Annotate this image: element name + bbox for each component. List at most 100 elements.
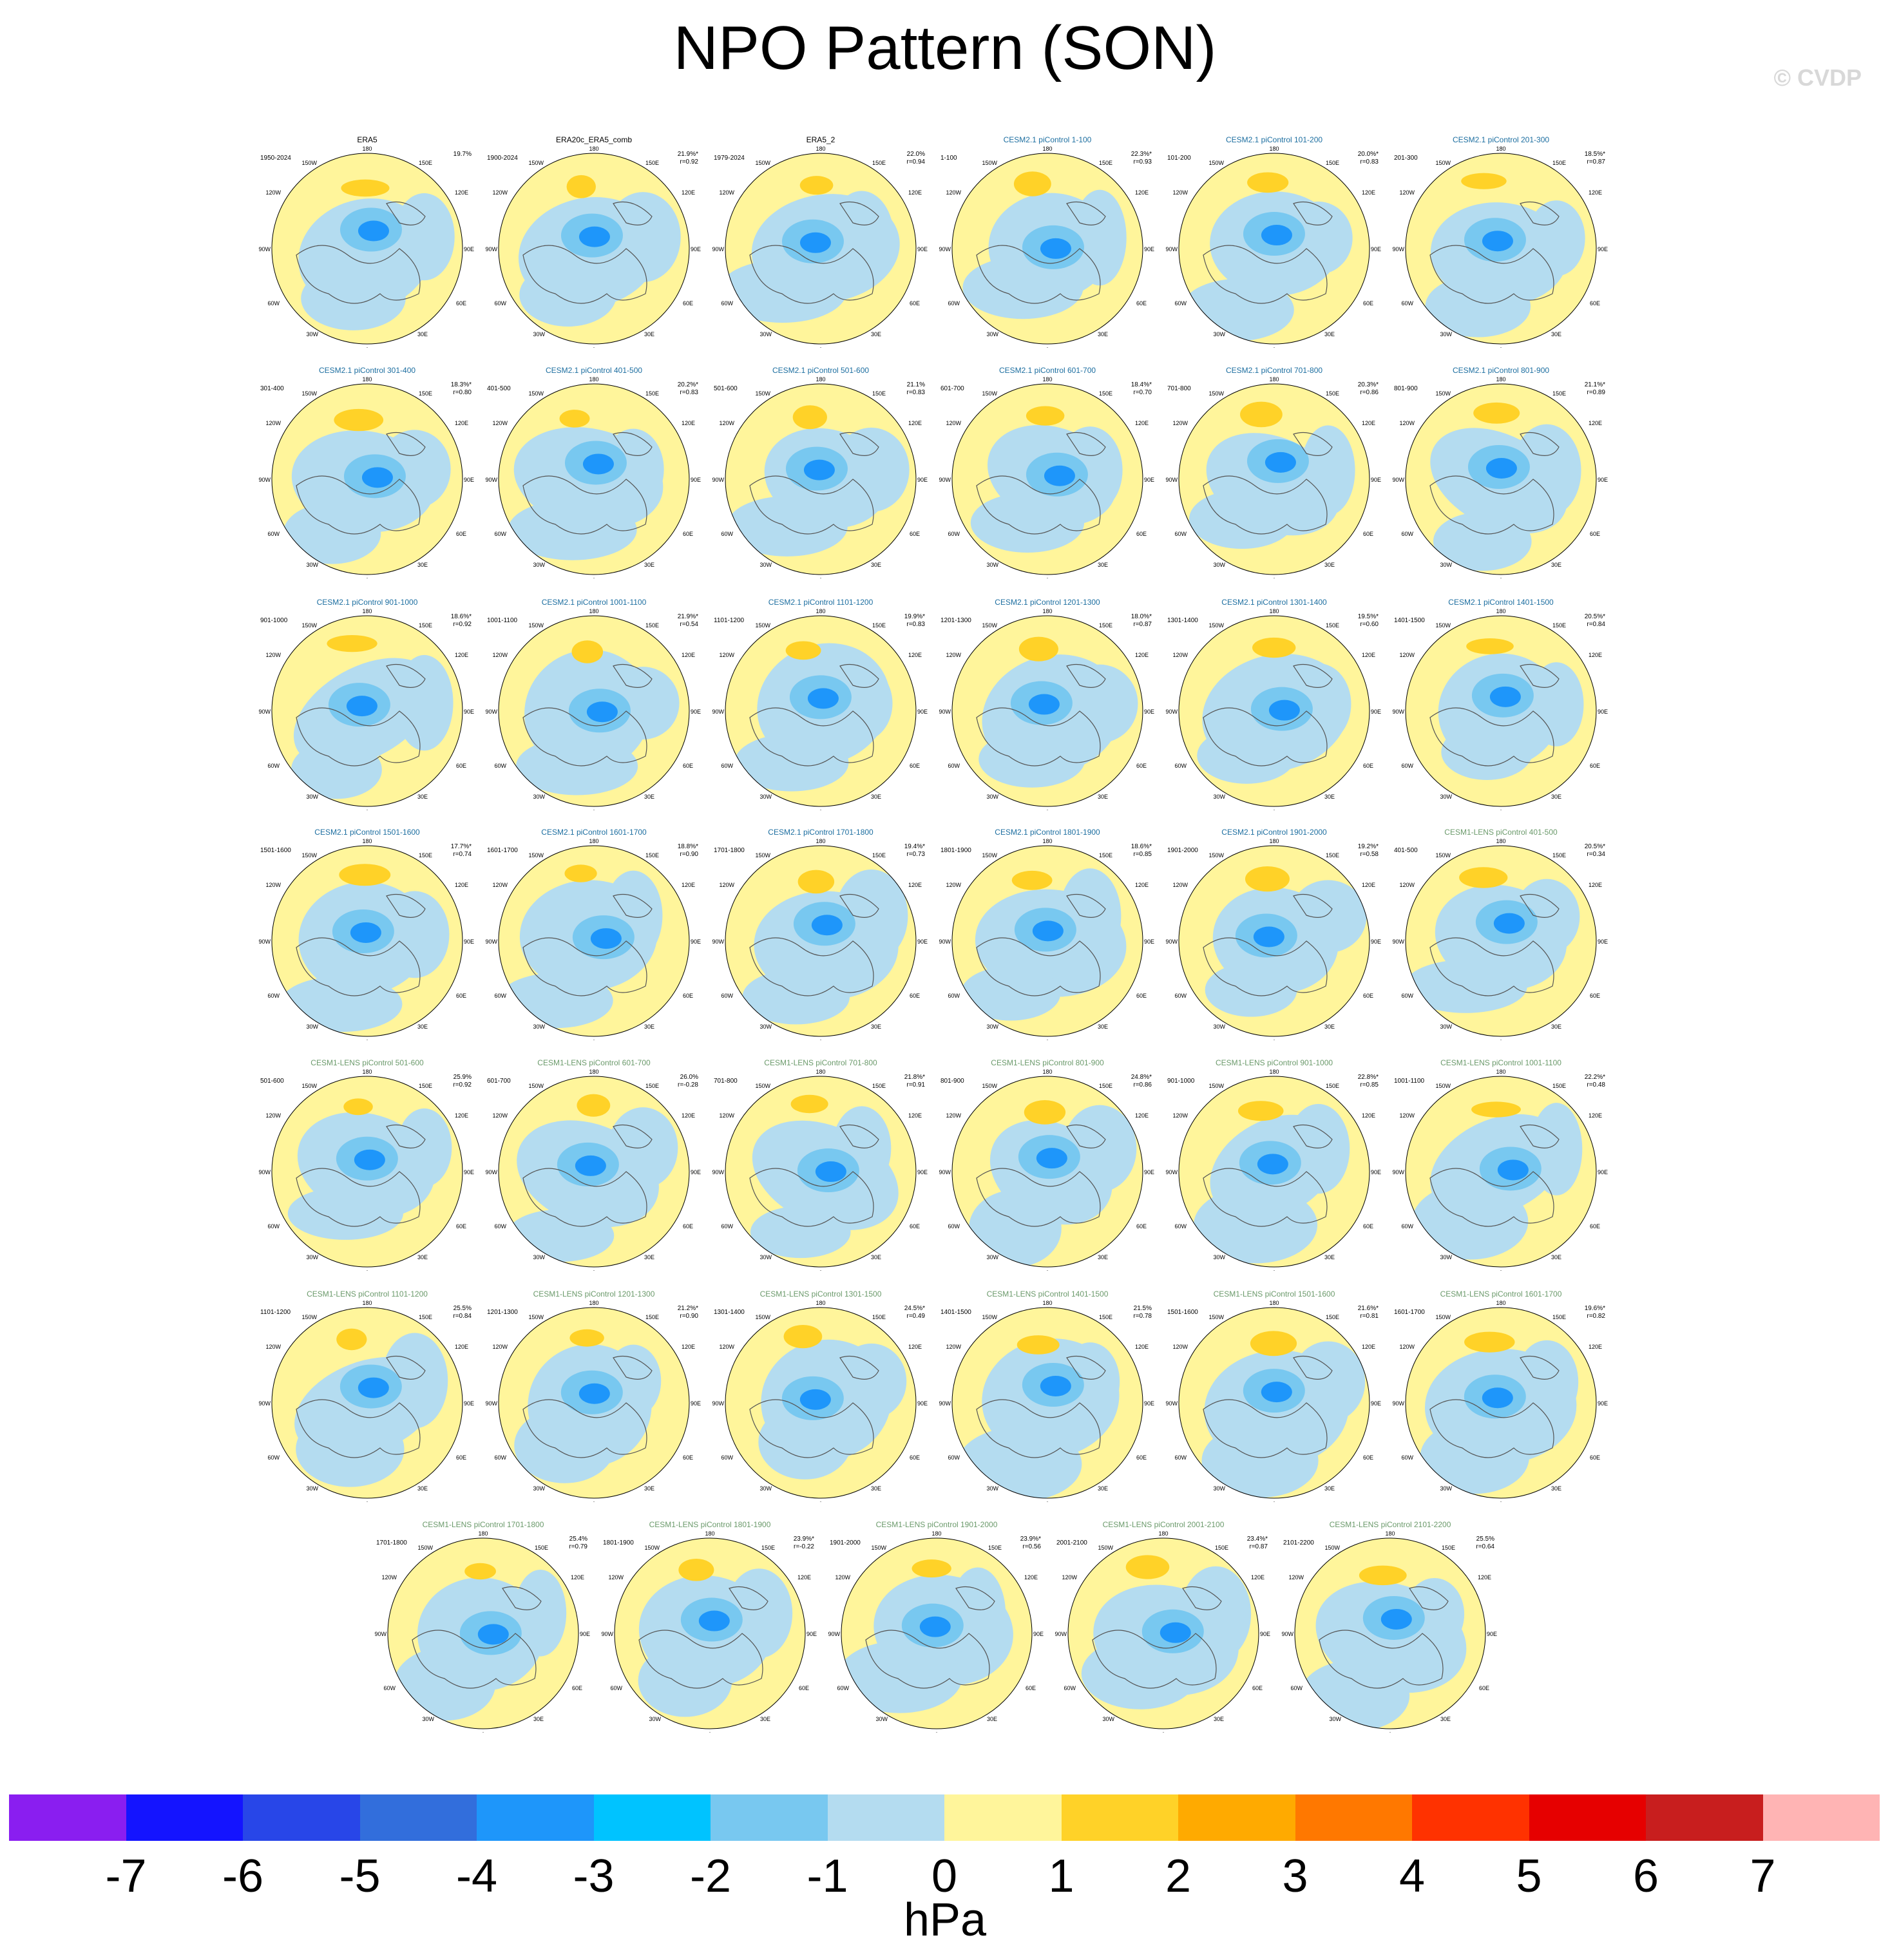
map-label-mid-left-lower: 60W [1401, 993, 1413, 999]
panel-variance: 20.3%* r=0.86 [1358, 381, 1379, 397]
map-label-top: 180 [1496, 1300, 1505, 1306]
variance-percent: 21.8%* [904, 1074, 925, 1081]
panel-variance: 21.5% r=0.78 [1133, 1305, 1152, 1320]
map-label-lower-right: 30E [1098, 562, 1108, 568]
map-label-mid-right-upper: 120E [1024, 1574, 1038, 1581]
map-label-left: 90W [258, 709, 271, 715]
map-label-bottom: 0 [1499, 347, 1502, 348]
map-label-upper-right: 150E [419, 390, 432, 397]
map-label-mid-right-lower: 60E [572, 1685, 582, 1691]
colorbar-tick: 1 [1048, 1851, 1074, 1902]
map-label-top: 180 [362, 146, 372, 152]
panel-years: 1501-1600 [1167, 1309, 1198, 1316]
map-label-right: 90E [464, 1169, 474, 1175]
panel-years: 401-500 [487, 385, 511, 392]
panel-variance: 18.4%* r=0.70 [1131, 381, 1152, 397]
pattern-correlation: r=0.83 [680, 389, 698, 396]
colorbar-tick: 4 [1398, 1851, 1426, 1902]
map-label-upper-left: 150W [1098, 1545, 1113, 1551]
map-label-lower-left: 30W [1440, 1254, 1452, 1261]
map-label-left: 90W [485, 477, 497, 483]
map-label-mid-left-upper: 120W [265, 1112, 281, 1119]
pattern-correlation: r=0.92 [453, 1081, 472, 1089]
map-label-bottom: 0 [1272, 347, 1275, 348]
map-label-upper-left: 150W [301, 852, 317, 859]
panel-years: 1501-1600 [260, 847, 291, 854]
map-label-mid-left-lower: 60W [721, 763, 733, 769]
map-label-lower-left: 30W [986, 331, 998, 338]
map-label-upper-left: 150W [755, 1083, 770, 1089]
colorbar-swatch [1762, 1794, 1880, 1841]
polar-map: 180 150W 150E 120W 120E 90W 90E 60W 60E 30W 30E 0 [1165, 376, 1381, 578]
map-label-mid-left-lower: 60W [948, 763, 960, 769]
map-label-mid-left-lower: 60W [948, 1454, 960, 1461]
map-label-mid-right-upper: 120E [455, 882, 468, 888]
map-label-mid-left-lower: 60W [267, 300, 280, 307]
pattern-correlation: r=0.58 [1360, 851, 1379, 858]
map-label-mid-right-upper: 120E [1589, 420, 1602, 426]
map-label-lower-right: 30E [1324, 331, 1335, 338]
map-label-upper-right: 150E [872, 390, 886, 397]
map-label-upper-right: 150E [1552, 852, 1566, 859]
variance-percent: 21.1% [906, 381, 925, 388]
panel-years: 301-400 [260, 385, 284, 392]
polar-map: 180 150W 150E 120W 120E 90W 90E 60W 60E 30W 30E 0 [1392, 1069, 1608, 1271]
map-label-lower-right: 30E [987, 1716, 997, 1722]
map-label-mid-left-lower: 60W [837, 1685, 849, 1691]
map-label-bottom: 0 [1045, 1501, 1049, 1502]
map-label-mid-left-upper: 120W [719, 652, 734, 658]
pattern-correlation: r=0.86 [1133, 1081, 1152, 1089]
colorbar-tick: 6 [1632, 1851, 1659, 1902]
map-label-upper-left: 150W [301, 622, 317, 629]
map-label-lower-right: 30E [760, 1716, 770, 1722]
variance-percent: 25.9% [453, 1074, 472, 1081]
panel-title: CESM2.1 piControl 1901-2000 [1221, 828, 1327, 837]
map-label-lower-left: 30W [1440, 331, 1452, 338]
variance-percent: 17.7%* [450, 843, 472, 850]
map-panel: CESM1-LENS piControl 901-1000 901-1000 22.… [1165, 1058, 1384, 1271]
panel-variance: 25.5% r=0.64 [1476, 1536, 1494, 1551]
map-label-upper-right: 150E [1552, 1083, 1566, 1089]
panel-variance: 21.2%* r=0.90 [678, 1305, 698, 1320]
map-label-lower-right: 30E [1551, 1254, 1561, 1261]
map-label-bottom: 0 [819, 809, 822, 810]
map-label-bottom: 0 [365, 809, 368, 810]
map-label-upper-left: 150W [1324, 1545, 1340, 1551]
panel-title: ERA20c_ERA5_comb [555, 135, 633, 144]
map-label-upper-left: 150W [1435, 160, 1451, 166]
map-label-mid-right-lower: 60E [910, 763, 920, 769]
map-label-mid-left-upper: 120W [946, 652, 961, 658]
pattern-correlation: r=0.56 [1022, 1543, 1041, 1550]
map-label-bottom: 0 [819, 347, 822, 348]
map-label-left: 90W [939, 1400, 951, 1407]
panel-years: 901-1000 [260, 617, 288, 624]
map-label-top: 180 [589, 146, 598, 152]
map-label-lower-right: 30E [1214, 1716, 1224, 1722]
map-label-right: 90E [1598, 938, 1608, 945]
map-label-upper-right: 150E [872, 622, 886, 629]
map-label-lower-right: 30E [1551, 331, 1561, 338]
polar-map: 180 150W 150E 120W 120E 90W 90E 60W 60E 30W 30E 0 [828, 1530, 1044, 1733]
map-label-lower-right: 30E [644, 331, 654, 338]
map-label-left: 90W [485, 938, 497, 945]
colorbar-swatch [593, 1794, 711, 1841]
map-label-lower-right: 30E [1098, 331, 1108, 338]
variance-percent: 18.0%* [1131, 613, 1152, 620]
map-label-mid-left-upper: 120W [1399, 189, 1415, 196]
map-label-bottom: 0 [592, 1039, 595, 1040]
panel-years: 1900-2024 [487, 155, 518, 162]
map-label-lower-left: 30W [759, 1254, 772, 1261]
map-label-mid-right-lower: 60E [1363, 531, 1373, 537]
panel-title: CESM1-LENS piControl 401-500 [1444, 828, 1558, 837]
map-label-right: 90E [917, 709, 928, 715]
map-label-upper-right: 150E [419, 622, 432, 629]
map-label-lower-right: 30E [1324, 1023, 1335, 1030]
panel-variance: 21.9%* r=0.54 [678, 613, 698, 629]
panel-years: 1401-1500 [1394, 617, 1425, 624]
map-label-top: 180 [1042, 1300, 1052, 1306]
panel-years: 1301-1400 [714, 1309, 745, 1316]
map-label-upper-left: 150W [871, 1545, 886, 1551]
map-label-mid-left-upper: 120W [492, 420, 508, 426]
variance-percent: 23.4%* [1246, 1536, 1268, 1543]
map-label-mid-left-lower: 60W [494, 300, 506, 307]
